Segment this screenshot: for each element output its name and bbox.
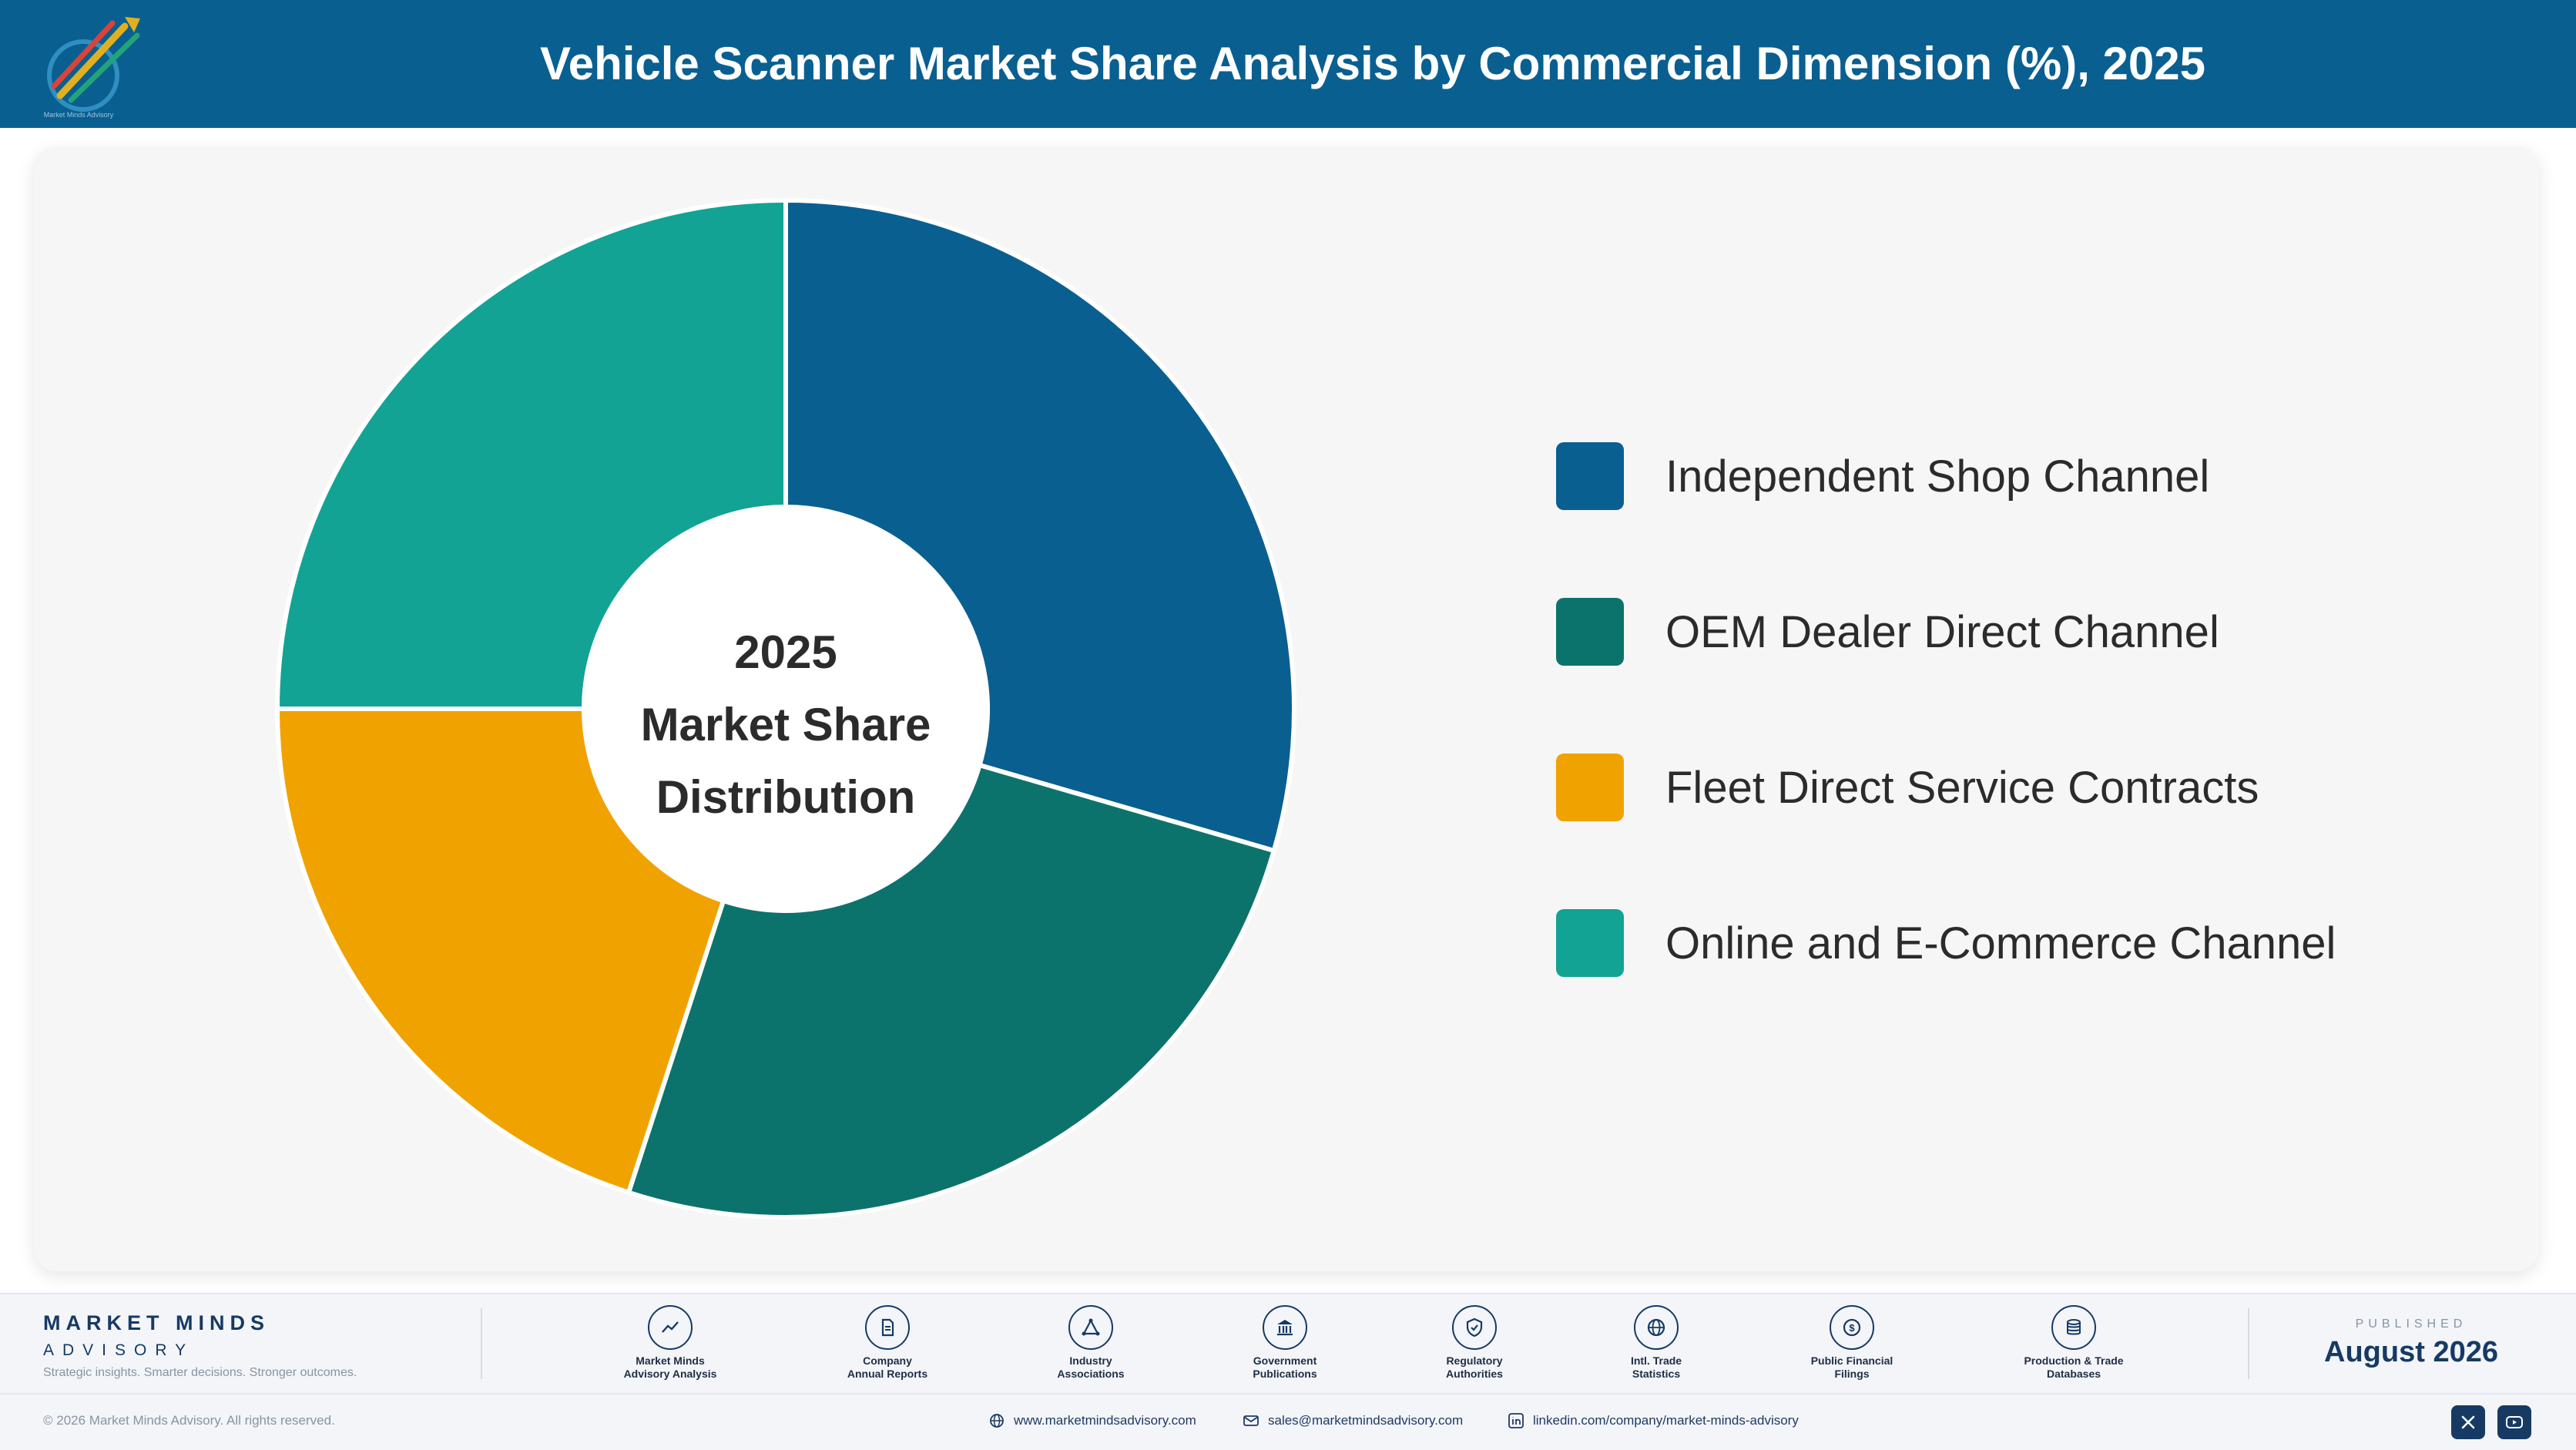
legend-label: Fleet Direct Service Contracts (1665, 762, 2259, 813)
mail-icon (1243, 1415, 1259, 1426)
center-label-line-market-share: Market Share (640, 699, 931, 750)
donut-hole (584, 507, 988, 911)
government-building-icon (1263, 1305, 1307, 1350)
legend-item-fleet-direct: Fleet Direct Service Contracts (1556, 754, 2259, 821)
x-icon (2461, 1415, 2475, 1429)
source-label-line1: Regulatory (1446, 1354, 1503, 1367)
footer-brand: MARKET MINDS ADVISORY Strategic insights… (43, 1311, 357, 1380)
linkedin-icon (1508, 1413, 1524, 1428)
chart-line-icon (648, 1305, 693, 1350)
legend-label: Online and E-Commerce Channel (1665, 918, 2336, 968)
source-label-line2: Filings (1834, 1368, 1870, 1380)
source-label-line2: Databases (2046, 1368, 2101, 1380)
legend-swatch (1556, 442, 1624, 510)
legend-item-oem-dealer: OEM Dealer Direct Channel (1556, 598, 2219, 666)
brand-name: MARKET MINDS (43, 1311, 270, 1334)
source-public-financial-filings: $ Public Financial Filings (1767, 1305, 1937, 1381)
legend-swatch (1556, 909, 1624, 977)
source-label-line2: Authorities (1446, 1368, 1503, 1380)
legend-swatch (1556, 598, 1624, 666)
x-social-button[interactable] (2451, 1405, 2485, 1439)
brand-subtitle: ADVISORY (43, 1341, 195, 1359)
svg-text:$: $ (1849, 1322, 1855, 1334)
legend-label: OEM Dealer Direct Channel (1665, 606, 2219, 657)
source-label-line2: Advisory Analysis (623, 1368, 717, 1380)
globe-icon (1634, 1305, 1679, 1350)
source-label-line1: Public Financial (1810, 1354, 1893, 1367)
source-intl-trade-statistics: Intl. Trade Statistics (1571, 1305, 1741, 1381)
source-government-publications: Government Publications (1200, 1305, 1370, 1381)
source-production-trade-databases: Production & Trade Databases (1989, 1305, 2158, 1381)
source-label-line2: Publications (1253, 1368, 1317, 1380)
donut-center-label: 2025 Market Share Distribution (585, 616, 986, 834)
source-company-annual-reports: Company Annual Reports (803, 1305, 972, 1381)
globe-icon (990, 1414, 1004, 1428)
source-label-line1: Production & Trade (2024, 1354, 2124, 1367)
brand-tagline: Strategic insights. Smarter decisions. S… (43, 1366, 357, 1379)
youtube-social-button[interactable] (2497, 1405, 2531, 1439)
legend-item-independent-shop: Independent Shop Channel (1556, 442, 2209, 510)
source-label-line1: Government (1253, 1354, 1317, 1367)
source-label-line2: Statistics (1632, 1368, 1681, 1380)
page-title: Vehicle Scanner Market Share Analysis by… (539, 38, 2206, 89)
svg-text:Market Minds Advisory: Market Minds Advisory (44, 111, 114, 119)
email-text: sales@marketmindsadvisory.com (1268, 1413, 1464, 1428)
center-label-line-year: 2025 (734, 626, 837, 678)
source-label-line1: Company (863, 1354, 912, 1367)
footer-divider (481, 1308, 482, 1379)
footer-bottom-bar: © 2026 Market Minds Advisory. All rights… (0, 1393, 2576, 1450)
database-icon (2051, 1305, 2096, 1350)
footer: MARKET MINDS ADVISORY Strategic insights… (0, 1293, 2576, 1450)
source-label-line1: Industry (1069, 1354, 1112, 1367)
source-label-line2: Annual Reports (847, 1368, 928, 1380)
published-date: August 2026 (2324, 1336, 2498, 1368)
source-label-line2: Associations (1057, 1368, 1125, 1380)
center-label-line-distribution: Distribution (656, 771, 916, 823)
company-logo: Market Minds Advisory (44, 17, 140, 119)
network-icon (1068, 1305, 1113, 1350)
linkedin-text: linkedin.com/company/market-minds-adviso… (1533, 1413, 1799, 1428)
published-label: PUBLISHED (2355, 1317, 2467, 1331)
copyright-text: © 2026 Market Minds Advisory. All rights… (43, 1413, 335, 1428)
donut-chart (277, 200, 1294, 1217)
legend-swatch (1556, 754, 1624, 821)
source-market-minds-analysis: Market Minds Advisory Analysis (585, 1305, 755, 1381)
source-label-line1: Market Minds (636, 1354, 705, 1367)
published-block: PUBLISHED August 2026 (2296, 1317, 2527, 1369)
email-link[interactable]: sales@marketmindsadvisory.com (1242, 1411, 1463, 1430)
youtube-icon (2506, 1416, 2523, 1428)
website-text: www.marketmindsadvisory.com (1014, 1413, 1196, 1428)
source-label-line1: Intl. Trade (1630, 1354, 1682, 1367)
dollar-coin-icon: $ (1830, 1305, 1874, 1350)
legend-item-online-ecommerce: Online and E-Commerce Channel (1556, 909, 2336, 977)
legend-label: Independent Shop Channel (1665, 451, 2210, 502)
footer-divider (2248, 1308, 2249, 1379)
shield-check-icon (1452, 1305, 1497, 1350)
linkedin-link[interactable]: linkedin.com/company/market-minds-adviso… (1507, 1411, 1799, 1430)
website-link[interactable]: www.marketmindsadvisory.com (988, 1411, 1196, 1430)
source-industry-associations: Industry Associations (1006, 1305, 1176, 1381)
source-regulatory-authorities: Regulatory Authorities (1390, 1305, 1559, 1381)
header-bar: Market Minds Advisory Vehicle Scanner Ma… (0, 0, 2576, 128)
document-icon (865, 1305, 910, 1350)
